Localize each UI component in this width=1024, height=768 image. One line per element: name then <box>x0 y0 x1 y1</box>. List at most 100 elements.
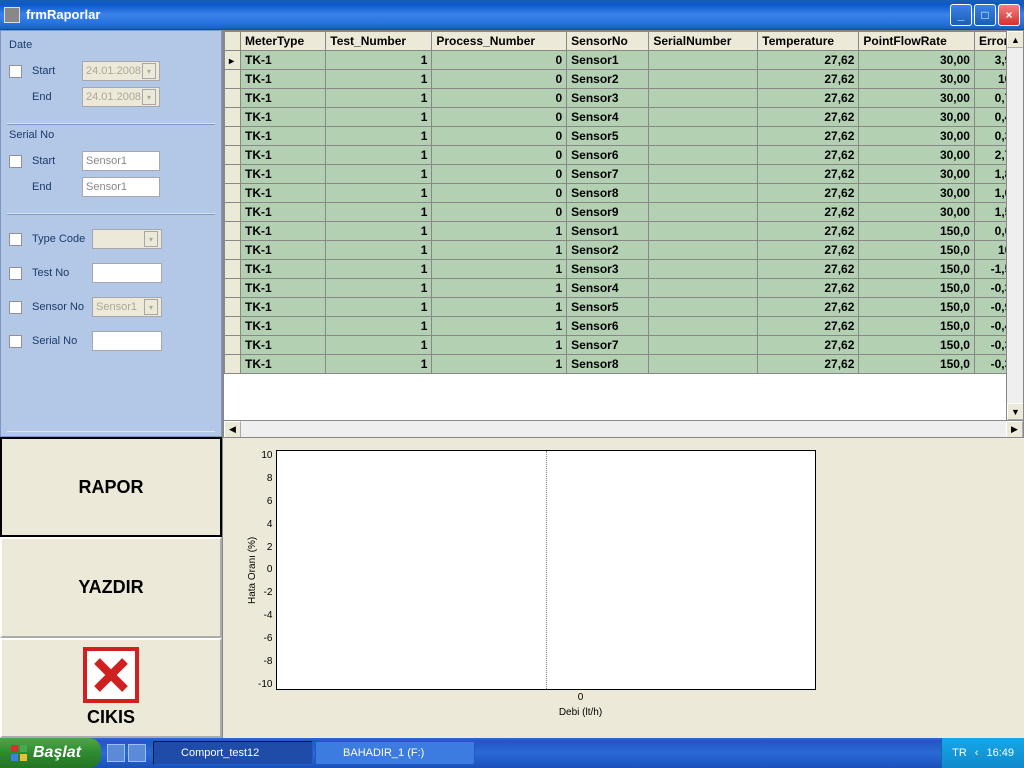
table-row[interactable]: TK-110Sensor427,6230,000,45 <box>225 108 1023 127</box>
serial-start-checkbox[interactable] <box>9 155 22 168</box>
table-cell: 150,0 <box>859 336 975 355</box>
scroll-right-button[interactable]: ▶ <box>1006 421 1023 438</box>
table-row[interactable]: TK-111Sensor327,62150,0-1,54 <box>225 260 1023 279</box>
chevron-down-icon[interactable]: ▾ <box>144 231 158 247</box>
column-header[interactable]: MeterType <box>241 32 326 51</box>
date-start-checkbox[interactable] <box>9 65 22 78</box>
table-cell: 27,62 <box>758 279 859 298</box>
column-header[interactable]: SensorNo <box>567 32 649 51</box>
table-cell: Sensor5 <box>567 127 649 146</box>
serial-group-title: Serial No <box>9 129 213 141</box>
table-cell: 27,62 <box>758 355 859 374</box>
sensor-no-combo[interactable]: Sensor1▾ <box>92 297 162 317</box>
table-row[interactable]: TK-111Sensor427,62150,0-0,35 <box>225 279 1023 298</box>
table-row[interactable]: TK-110Sensor527,6230,000,31 <box>225 127 1023 146</box>
column-header[interactable]: Process_Number <box>432 32 567 51</box>
ytick-label: 2 <box>258 542 272 553</box>
table-cell: 0 <box>432 51 567 70</box>
data-grid[interactable]: MeterTypeTest_NumberProcess_NumberSensor… <box>224 31 1023 374</box>
table-cell: TK-1 <box>241 51 326 70</box>
table-row[interactable]: TK-111Sensor727,62150,0-0,35 <box>225 336 1023 355</box>
table-row[interactable]: TK-111Sensor227,62150,0100 <box>225 241 1023 260</box>
horizontal-scrollbar[interactable]: ◀ ▶ <box>224 420 1023 437</box>
table-cell: Sensor7 <box>567 165 649 184</box>
serial-no-checkbox[interactable] <box>9 335 22 348</box>
table-cell: 1 <box>432 260 567 279</box>
scroll-down-button[interactable]: ▼ <box>1007 403 1024 420</box>
right-panel: MeterTypeTest_NumberProcess_NumberSensor… <box>222 30 1024 738</box>
table-cell: TK-1 <box>241 317 326 336</box>
quick-launch-icon[interactable] <box>128 744 146 762</box>
table-row[interactable]: TK-111Sensor527,62150,0-0,99 <box>225 298 1023 317</box>
start-button[interactable]: Başlat <box>0 738 101 768</box>
cikis-button[interactable]: CIKIS <box>0 638 222 738</box>
table-cell: 1 <box>326 241 432 260</box>
table-row[interactable]: TK-110Sensor627,6230,002,72 <box>225 146 1023 165</box>
type-code-label: Type Code <box>32 233 92 245</box>
table-row[interactable]: TK-110Sensor727,6230,001,88 <box>225 165 1023 184</box>
ytick-label: -6 <box>258 633 272 644</box>
clock[interactable]: 16:49 <box>986 747 1014 759</box>
table-row[interactable]: TK-111Sensor127,62150,00,09 <box>225 222 1023 241</box>
rapor-button[interactable]: RAPOR <box>0 437 222 537</box>
chevron-down-icon[interactable]: ▾ <box>142 63 156 79</box>
test-no-input[interactable] <box>92 263 162 283</box>
table-row[interactable]: TK-110Sensor227,6230,00100 <box>225 70 1023 89</box>
chevron-down-icon[interactable]: ▾ <box>144 299 158 315</box>
serial-end-input[interactable]: Sensor1 <box>82 177 160 197</box>
date-end-input[interactable]: 24.01.2008▾ <box>82 87 160 107</box>
column-header[interactable]: SerialNumber <box>649 32 758 51</box>
table-row[interactable]: TK-111Sensor827,62150,0-0,35 <box>225 355 1023 374</box>
sensor-no-checkbox[interactable] <box>9 301 22 314</box>
column-header[interactable]: PointFlowRate <box>859 32 975 51</box>
tray-icon[interactable]: ‹ <box>975 747 979 759</box>
table-cell: Sensor4 <box>567 279 649 298</box>
yazdir-button[interactable]: YAZDIR <box>0 537 222 637</box>
serial-end-label: End <box>32 181 82 193</box>
table-row[interactable]: TK-111Sensor627,62150,0-0,44 <box>225 317 1023 336</box>
scroll-up-button[interactable]: ▲ <box>1007 31 1024 48</box>
test-no-checkbox[interactable] <box>9 267 22 280</box>
table-cell: TK-1 <box>241 127 326 146</box>
ytick-label: 10 <box>258 450 272 461</box>
date-start-input[interactable]: 24.01.2008▾ <box>82 61 160 81</box>
scroll-left-button[interactable]: ◀ <box>224 421 241 438</box>
type-code-combo[interactable]: ▾ <box>92 229 162 249</box>
table-cell <box>649 203 758 222</box>
chevron-down-icon[interactable]: ▾ <box>142 89 156 105</box>
table-row[interactable]: TK-110Sensor127,6230,003,94 <box>225 51 1023 70</box>
action-buttons-panel: RAPOR YAZDIR CIKIS <box>0 437 222 738</box>
table-row[interactable]: TK-110Sensor827,6230,001,07 <box>225 184 1023 203</box>
table-cell: 0 <box>432 89 567 108</box>
table-cell <box>649 89 758 108</box>
serial-start-input[interactable]: Sensor1 <box>82 151 160 171</box>
quick-launch <box>101 738 152 768</box>
table-cell <box>649 279 758 298</box>
table-cell: 150,0 <box>859 241 975 260</box>
maximize-button[interactable]: □ <box>974 4 996 26</box>
vertical-scrollbar[interactable]: ▲ ▼ <box>1006 31 1023 420</box>
table-row[interactable]: TK-110Sensor327,6230,000,74 <box>225 89 1023 108</box>
taskbar-task[interactable]: Comport_test12 <box>153 741 313 765</box>
table-cell: 27,62 <box>758 184 859 203</box>
taskbar-task[interactable]: BAHADIR_1 (F:) <box>315 741 475 765</box>
column-header[interactable]: Temperature <box>758 32 859 51</box>
minimize-button[interactable]: _ <box>950 4 972 26</box>
date-group: Date Start 24.01.2008▾ End 24.01.2008▾ <box>7 35 215 124</box>
task-label: Comport_test12 <box>181 747 259 759</box>
start-label: Başlat <box>33 744 81 762</box>
table-row[interactable]: TK-110Sensor927,6230,001,59 <box>225 203 1023 222</box>
table-cell: 27,62 <box>758 260 859 279</box>
chart-xlabel: Debi (lt/h) <box>303 707 858 718</box>
app-icon <box>4 7 20 23</box>
column-header[interactable]: Test_Number <box>326 32 432 51</box>
close-button[interactable]: × <box>998 4 1020 26</box>
serial-no-input[interactable] <box>92 331 162 351</box>
quick-launch-icon[interactable] <box>107 744 125 762</box>
type-code-checkbox[interactable] <box>9 233 22 246</box>
table-cell: TK-1 <box>241 241 326 260</box>
language-indicator[interactable]: TR <box>952 747 967 759</box>
table-cell: 27,62 <box>758 317 859 336</box>
table-cell: TK-1 <box>241 298 326 317</box>
table-cell: 1 <box>326 89 432 108</box>
